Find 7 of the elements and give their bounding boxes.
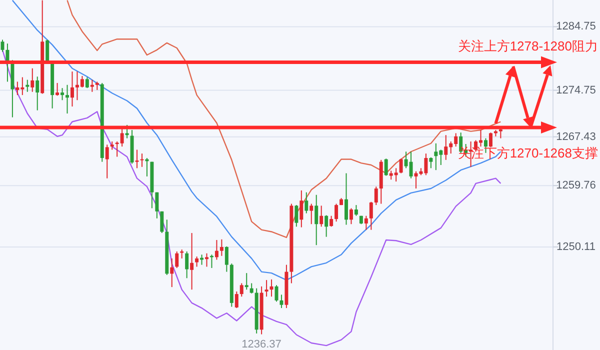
y-tick-label: 1284.75 [556, 20, 596, 33]
y-tick-label: 1274.75 [556, 84, 596, 96]
annotation: 1236.37 [242, 338, 282, 350]
y-tick-label: 1259.76 [556, 180, 596, 192]
y-tick-label: 1250.11 [556, 240, 596, 253]
y-tick-label: 1267.43 [556, 130, 596, 143]
ref-line-label: 关注上方1278-1280阻力 [458, 38, 598, 54]
